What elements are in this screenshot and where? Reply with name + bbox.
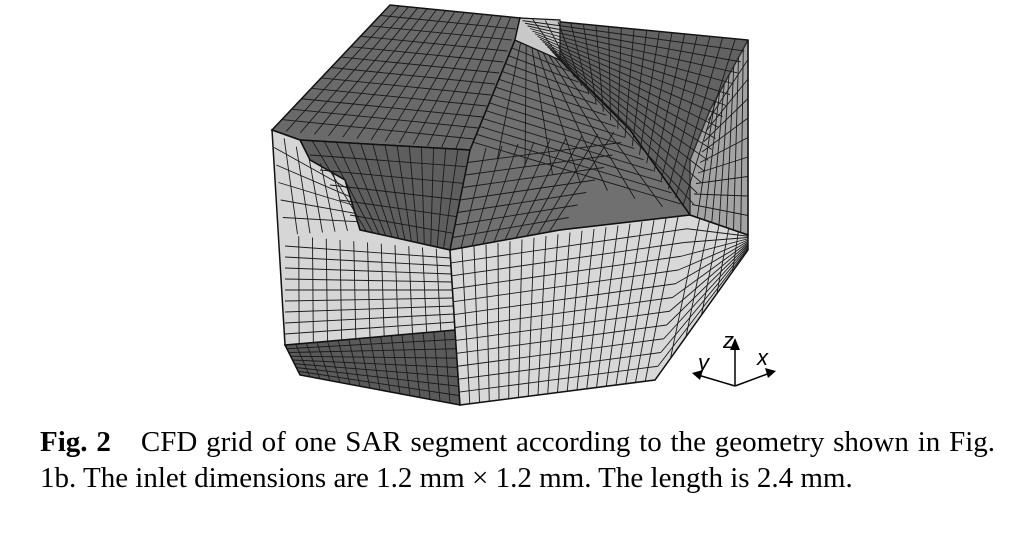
axis-label-z: z [722,328,734,353]
axis-triad: z y x [692,328,776,387]
axis-label-x: x [756,345,769,370]
figure-caption: Fig. 2 CFD grid of one SAR segment accord… [40,424,995,496]
mesh-upper-light-face [514,17,561,61]
figure-label: Fig. 2 [40,426,111,458]
caption-text: CFD grid of one SAR segment according to… [40,426,996,494]
figure-cfd-grid: z y x [270,4,776,406]
axis-label-y: y [696,350,711,375]
mesh-grid-lines [273,5,749,404]
cfd-mesh-illustration: z y x [270,4,776,406]
